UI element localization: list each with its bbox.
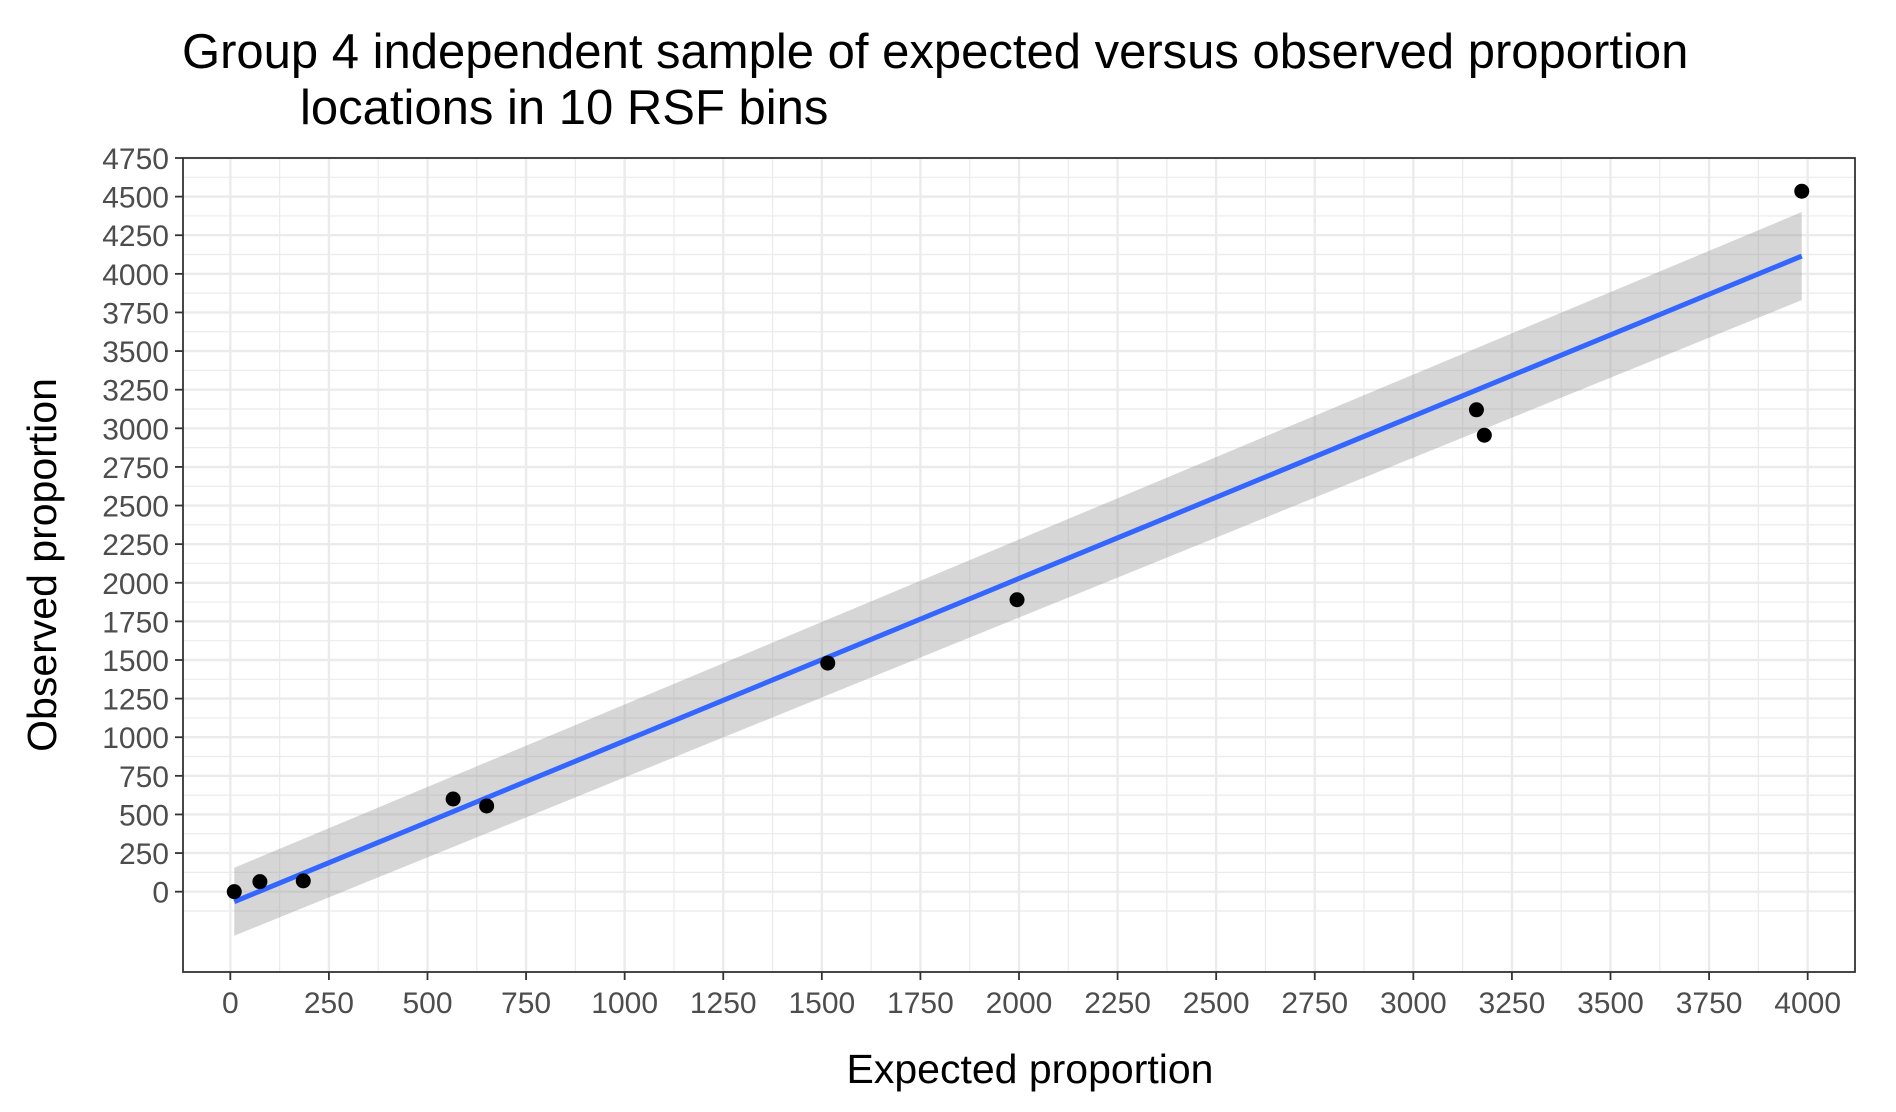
y-tick-label: 250 xyxy=(119,838,169,871)
x-tick-label: 500 xyxy=(402,987,452,1020)
x-tick-label: 3500 xyxy=(1577,987,1644,1020)
x-tick-label: 4000 xyxy=(1774,987,1841,1020)
points-layer xyxy=(226,183,1810,900)
x-tick-label: 3250 xyxy=(1479,987,1546,1020)
y-tick-label: 1250 xyxy=(102,684,169,717)
regression-line xyxy=(233,253,1803,905)
x-tick-label: 750 xyxy=(501,987,551,1020)
x-tick-label: 250 xyxy=(304,987,354,1020)
x-axis-title: Expected proportion xyxy=(847,1046,1214,1092)
y-tick-label: 1750 xyxy=(102,606,169,639)
data-point xyxy=(1476,427,1492,443)
data-point xyxy=(820,655,836,671)
y-tick-label: 3500 xyxy=(102,336,169,369)
x-tick-label: 2500 xyxy=(1183,987,1250,1020)
major-gridlines xyxy=(183,156,1855,972)
x-tick-label: 2750 xyxy=(1281,987,1348,1020)
confidence-band-layer xyxy=(234,212,1802,936)
fit-line-layer xyxy=(233,253,1803,905)
x-tick-label: 1250 xyxy=(690,987,757,1020)
data-point xyxy=(226,884,242,900)
chart-subtitle: locations in 10 RSF bins xyxy=(300,81,829,135)
x-tick-label: 1000 xyxy=(591,987,658,1020)
y-tick-label: 0 xyxy=(152,877,169,910)
data-point xyxy=(445,791,461,807)
data-point xyxy=(479,798,495,814)
y-tick-label: 750 xyxy=(119,761,169,794)
y-tick-label: 4000 xyxy=(102,259,169,292)
data-point xyxy=(252,874,268,890)
y-axis-title: Observed proportion xyxy=(19,378,65,752)
data-point xyxy=(1794,183,1810,199)
y-tick-label: 2750 xyxy=(102,452,169,485)
x-tick-label: 3750 xyxy=(1676,987,1743,1020)
y-tick-label: 4250 xyxy=(102,220,169,253)
x-tick-label: 3000 xyxy=(1380,987,1447,1020)
y-tick-label: 1000 xyxy=(102,722,169,755)
confidence-band xyxy=(234,212,1802,936)
x-tick-label: 1750 xyxy=(887,987,954,1020)
chart-title: Group 4 independent sample of expected v… xyxy=(182,25,1689,79)
y-tick-label: 3000 xyxy=(102,413,169,446)
y-tick-label: 3750 xyxy=(102,297,169,330)
y-tick-label: 500 xyxy=(119,799,169,832)
y-tick-label: 1500 xyxy=(102,645,169,678)
y-axis-ticks: 0 250 500 750 1000 1250 1500 1750 2000 2250 2500 27… xyxy=(102,143,183,910)
data-point xyxy=(295,873,311,889)
x-tick-label: 2000 xyxy=(986,987,1053,1020)
y-tick-label: 3250 xyxy=(102,375,169,408)
data-point xyxy=(1009,592,1025,608)
y-tick-label: 4750 xyxy=(102,143,169,176)
y-tick-label: 2500 xyxy=(102,491,169,524)
y-tick-label: 4500 xyxy=(102,182,169,215)
x-axis-ticks: 0 250 500 750 1000 1250 1500 1750 2000 2250 2500 27… xyxy=(222,972,1841,1020)
x-tick-label: 2250 xyxy=(1084,987,1151,1020)
data-point xyxy=(1468,402,1484,418)
x-tick-label: 1500 xyxy=(788,987,855,1020)
y-tick-label: 2000 xyxy=(102,568,169,601)
y-tick-label: 2250 xyxy=(102,529,169,562)
x-tick-label: 0 xyxy=(222,987,239,1020)
